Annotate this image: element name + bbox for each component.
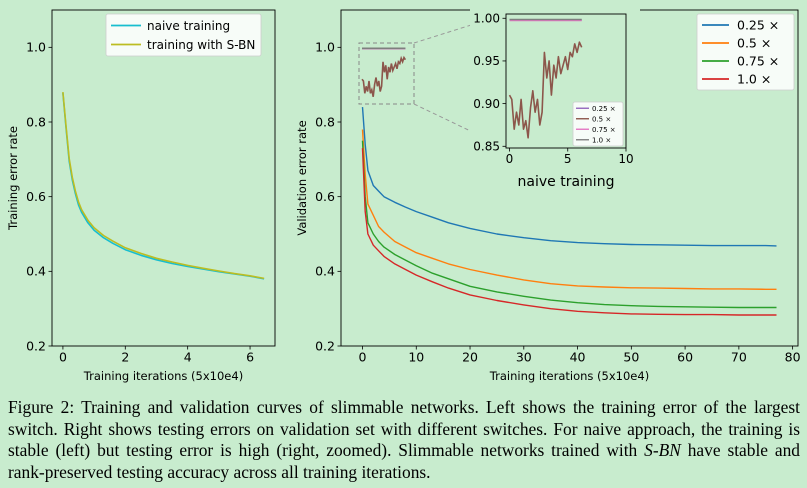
y-tick-label: 0.90: [473, 97, 500, 111]
legend-label-1: training with S-BN: [147, 38, 255, 52]
x-tick-label: 80: [785, 350, 801, 365]
caption-text-1: Figure 2: Training and validation curves…: [8, 397, 800, 460]
series-line-2: [361, 140, 777, 309]
x-tick-label: 6: [246, 350, 254, 365]
x-tick-label: 0: [59, 350, 67, 365]
x-axis-label: Training iterations (5x10e4): [83, 369, 243, 383]
series-line-1: [361, 129, 777, 290]
y-tick-label: 0.4: [315, 264, 335, 279]
x-tick-label: 20: [462, 350, 478, 365]
legend-box: [572, 101, 624, 147]
x-tick-label: 2: [121, 350, 129, 365]
figure-panels: 0 2 4 6 0.2 0.4 0.6 0.8 1.0 Training iterations (…: [6, 9, 801, 383]
legend-label-0: 0.25 ×: [737, 18, 779, 33]
legend-box: [105, 13, 262, 57]
series-line-0: [62, 92, 265, 280]
legend-label-2: 0.75 ×: [737, 54, 779, 69]
zoom-preview-line-1: [361, 55, 407, 97]
legend-label-0: 0.25 ×: [592, 105, 616, 113]
y-tick-label: 0.6: [315, 189, 335, 204]
y-tick-label: 0.6: [26, 189, 46, 204]
series-line-1: [508, 41, 583, 139]
plot-area: [52, 10, 275, 346]
y-tick-label: 1.0: [315, 40, 335, 55]
caption-text-2: have stable and rank-preserved testing a…: [8, 440, 800, 482]
x-tick-label: 10: [408, 350, 424, 365]
x-tick-label: 10: [618, 152, 633, 166]
zoom-box: [358, 42, 415, 105]
y-tick-label: 0.95: [473, 54, 500, 68]
axes-frame: [505, 13, 627, 149]
x-tick-label: 50: [623, 350, 639, 365]
x-tick-label: 70: [731, 350, 747, 365]
x-tick-label: 5: [564, 152, 572, 166]
x-tick-label: 0: [506, 152, 514, 166]
plot-2: 0 5 10 0.85 0.90 0.95 1.00 naive training 0.25 ×…: [473, 11, 633, 190]
x-tick-label: 30: [516, 350, 532, 365]
legend-label-2: 0.75 ×: [592, 126, 616, 134]
figure-caption: Figure 2: Training and validation curves…: [8, 397, 800, 483]
series-line-0: [361, 107, 777, 247]
series-line-1: [62, 92, 265, 280]
plot-1: 0 10 20 30 40 50 60 70 800.20.40.60.81.0Training…: [295, 9, 801, 383]
x-axis-label: Training iterations (5x10e4): [489, 369, 649, 383]
axes-frame: [51, 9, 276, 347]
y-tick-label: 0.4: [26, 264, 46, 279]
y-tick-label: 0.8: [315, 114, 335, 129]
series-line-3: [361, 148, 777, 316]
y-tick-label: 0.2: [26, 338, 46, 353]
x-axis-label: naive training: [518, 174, 615, 190]
y-tick-label: 0.2: [315, 338, 335, 353]
x-tick-label: 40: [570, 350, 586, 365]
legend-label-1: 0.5 ×: [737, 36, 771, 51]
x-tick-label: 60: [677, 350, 693, 365]
y-axis-label: Training error rate: [6, 126, 20, 231]
plot-0: 0 2 4 6 0.2 0.4 0.6 0.8 1.0 Training iterations (…: [6, 9, 276, 383]
legend-label-3: 1.0 ×: [592, 136, 611, 144]
y-tick-label: 0.8: [26, 114, 46, 129]
legend-label-1: 0.5 ×: [592, 115, 611, 123]
legend-box: [696, 13, 795, 91]
y-tick-label: 1.0: [26, 40, 46, 55]
legend-label-3: 1.0 ×: [737, 72, 771, 87]
x-tick-label: 4: [184, 350, 192, 365]
caption-italic: S-BN: [644, 440, 681, 460]
y-axis-label: Validation error rate: [295, 120, 309, 235]
legend-label-0: naive training: [147, 19, 230, 33]
x-tick-label: 0: [359, 350, 367, 365]
y-tick-label: 0.85: [473, 139, 500, 153]
y-tick-label: 1.00: [473, 11, 500, 25]
